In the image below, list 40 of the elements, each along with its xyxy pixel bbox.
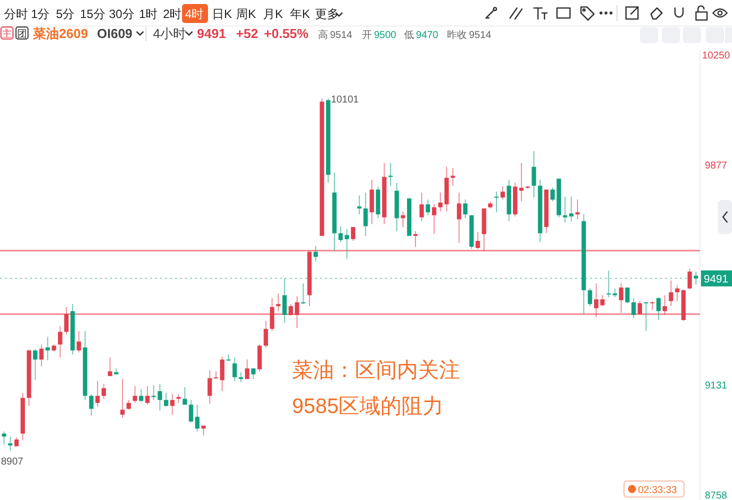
text: +0.55% xyxy=(264,26,309,41)
text: 1分 xyxy=(31,7,50,21)
text: 9514 xyxy=(330,30,353,41)
text: 更多 xyxy=(315,7,339,21)
annotation: 菜油：区间内关注 9585区域的阻力 xyxy=(292,359,460,418)
text: 9500 xyxy=(374,30,397,41)
text: 分时 xyxy=(4,7,28,21)
y-tick-label: 9877 xyxy=(704,160,728,172)
candlestick xyxy=(650,300,654,310)
text: 4小时 xyxy=(153,26,186,41)
annotation: 10101 xyxy=(330,94,360,106)
text: 年K xyxy=(290,7,310,21)
text: 15分 xyxy=(80,7,106,21)
text: 月K xyxy=(263,7,284,21)
annotation: 02:33:33 xyxy=(638,485,678,496)
text: 5分 xyxy=(56,7,75,21)
text: 日K xyxy=(212,7,232,21)
y-tick-label: 9131 xyxy=(704,380,728,392)
text: 主 xyxy=(2,28,12,40)
ref-line-label: 9491 xyxy=(704,273,728,286)
annotation: 8907 xyxy=(1,456,24,468)
text: 30分 xyxy=(109,7,134,21)
text: 周K xyxy=(236,7,256,21)
text: 9514 xyxy=(469,30,492,41)
text: 4时 xyxy=(185,7,204,21)
text: 团 xyxy=(17,29,27,40)
y-tick-label: 8758 xyxy=(704,490,728,500)
text: 开 xyxy=(362,30,372,41)
text: 9470 xyxy=(416,30,439,41)
text: +52 xyxy=(236,26,258,41)
text: OI609 xyxy=(97,26,132,41)
text: 2时 xyxy=(163,7,182,21)
text: 1时 xyxy=(139,7,158,21)
text: 低 xyxy=(404,30,414,41)
y-tick-label: 10250 xyxy=(702,50,730,62)
text: 高 xyxy=(318,29,328,41)
candlestick xyxy=(625,287,630,304)
text: 9491 xyxy=(197,26,226,41)
text: 昨收 xyxy=(447,29,467,41)
chart-title: 菜油2609 xyxy=(32,26,88,41)
